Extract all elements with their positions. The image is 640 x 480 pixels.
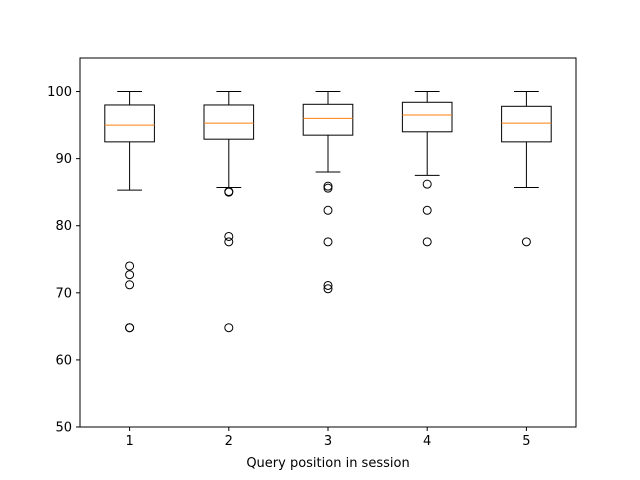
outlier-point [224, 323, 234, 333]
outlier-point [323, 183, 333, 193]
outlier-point [422, 205, 432, 215]
box-group-3 [302, 91, 354, 294]
outlier-point [224, 187, 234, 197]
x-tick-label: 4 [423, 434, 431, 449]
outlier-point [521, 237, 531, 247]
box-iqr [501, 105, 552, 143]
x-tick-label: 1 [125, 434, 133, 449]
box-iqr [401, 101, 453, 133]
box-group-5 [501, 91, 552, 247]
y-tick-label: 90 [55, 152, 72, 167]
outlier-point [125, 261, 135, 271]
outlier-point [125, 270, 135, 280]
outlier-point [125, 280, 135, 290]
box-iqr [203, 104, 255, 140]
y-tick-label: 70 [55, 286, 72, 301]
x-tick-label: 5 [522, 434, 530, 449]
outlier-point [323, 284, 333, 294]
y-tick-label: 100 [47, 85, 72, 100]
outlier-point [422, 179, 432, 189]
box-group-1 [104, 91, 155, 333]
x-tick-label: 3 [324, 434, 332, 449]
plot-marks [104, 91, 552, 333]
x-axis: 1 2 3 4 5 [125, 427, 531, 449]
box-iqr [104, 104, 155, 143]
x-tick-label: 2 [225, 434, 233, 449]
outlier-point [323, 205, 333, 215]
outlier-point [125, 323, 135, 333]
outlier-point [422, 237, 432, 247]
y-axis: 50 60 70 80 90 100 [47, 85, 80, 436]
box-group-4 [401, 91, 453, 247]
y-tick-label: 60 [55, 353, 72, 368]
y-tick-label: 50 [55, 421, 72, 436]
outlier-point [224, 231, 234, 241]
x-axis-label: Query position in session [246, 456, 409, 471]
outlier-point [323, 280, 333, 290]
y-tick-label: 80 [55, 219, 72, 234]
box-group-2 [203, 91, 255, 333]
outlier-point [224, 237, 234, 247]
box-iqr [302, 103, 354, 136]
outlier-point [323, 237, 333, 247]
